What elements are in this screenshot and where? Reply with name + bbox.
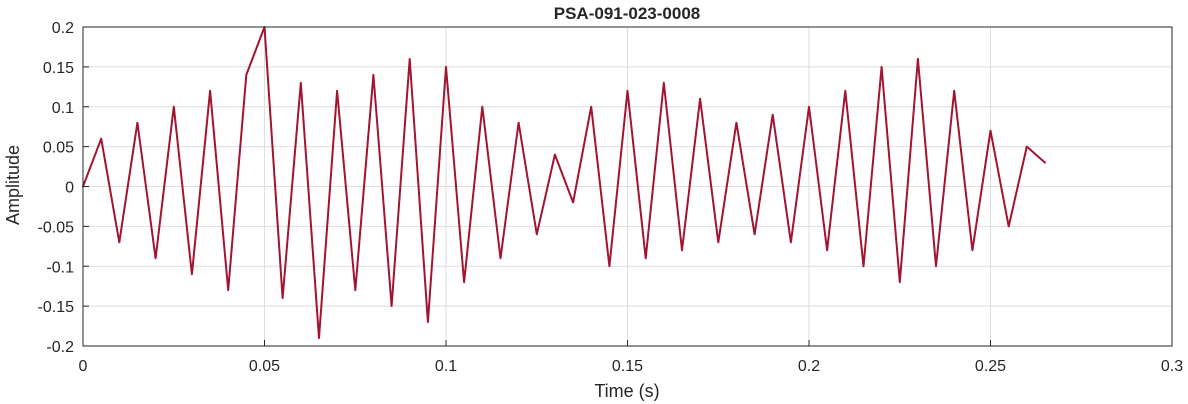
x-tick-label: 0 xyxy=(79,358,88,375)
y-tick-label: 0 xyxy=(65,180,74,197)
tick-labels: 0 0.05 0.1 0.15 0.2 0.25 0.3 0.2 0.15 0.1 0.05 0 -0.… xyxy=(38,20,1184,375)
waveform-line xyxy=(82,26,1046,339)
x-tick-label: 0.1 xyxy=(435,358,457,375)
x-tick-label: 0.2 xyxy=(798,358,820,375)
y-tick-label: -0.1 xyxy=(46,259,74,276)
y-tick-label: -0.15 xyxy=(38,299,75,316)
y-tick-label: -0.2 xyxy=(46,339,74,356)
x-tick-label: 0.05 xyxy=(249,358,280,375)
grid xyxy=(82,26,1173,347)
y-tick-label: 0.2 xyxy=(52,20,74,37)
x-tick-label: 0.3 xyxy=(1161,358,1183,375)
plot-area xyxy=(82,26,1046,339)
y-axis-label: Amplitude xyxy=(3,145,23,225)
chart-title: PSA-091-023-0008 xyxy=(554,4,700,23)
x-tick-label: 0.15 xyxy=(612,358,643,375)
y-tick-label: -0.05 xyxy=(38,219,75,236)
y-tick-label: 0.1 xyxy=(52,100,74,117)
x-tick-label: 0.25 xyxy=(975,358,1006,375)
y-tick-label: 0.15 xyxy=(43,60,74,77)
x-axis-label: Time (s) xyxy=(594,381,659,401)
y-tick-label: 0.05 xyxy=(43,140,74,157)
